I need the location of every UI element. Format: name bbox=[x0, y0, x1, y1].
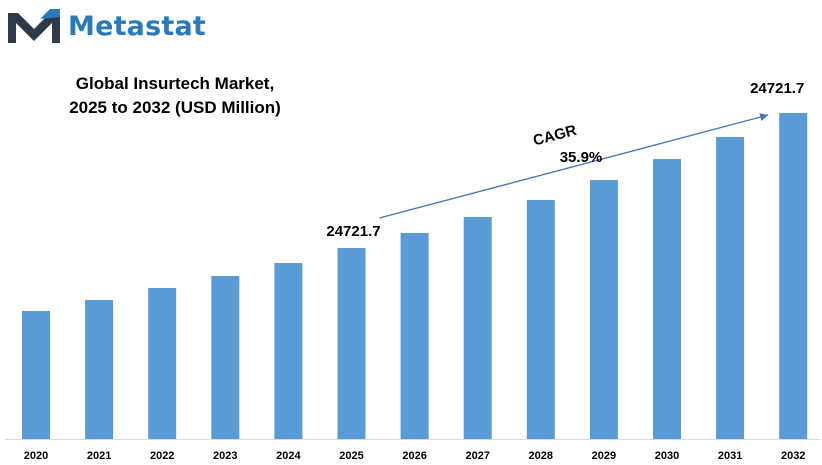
bar-2030 bbox=[653, 159, 681, 439]
x-tick-label-2025: 2025 bbox=[339, 450, 363, 462]
bar-2032 bbox=[779, 113, 808, 439]
bar-2031 bbox=[716, 137, 745, 439]
bar-2022 bbox=[148, 288, 177, 439]
cagr-arrow-head bbox=[759, 113, 769, 121]
chart-title-line-2: 2025 to 2032 (USD Million) bbox=[69, 98, 281, 117]
bar-2020 bbox=[22, 311, 50, 439]
bar-2029 bbox=[589, 180, 618, 439]
x-tick-label-2022: 2022 bbox=[150, 450, 174, 462]
metastat-logo-icon bbox=[8, 9, 60, 43]
cagr-label: CAGR bbox=[531, 122, 578, 150]
cagr-value-label: 35.9% bbox=[560, 149, 603, 166]
bar-2021 bbox=[85, 300, 114, 439]
bar-2025 bbox=[337, 248, 366, 439]
x-tick-label-2024: 2024 bbox=[276, 450, 301, 462]
cagr-arrow-line bbox=[379, 114, 769, 219]
x-tick-label-2023: 2023 bbox=[213, 450, 237, 462]
start-value-label: 24721.7 bbox=[326, 223, 380, 240]
chart-title: Global Insurtech Market, 2025 to 2032 (U… bbox=[40, 72, 310, 120]
x-tick-label-2026: 2026 bbox=[402, 450, 426, 462]
x-tick-label-2020: 2020 bbox=[24, 450, 48, 462]
end-value-label: 24721.7 bbox=[750, 80, 804, 97]
x-tick-label-2030: 2030 bbox=[655, 450, 679, 462]
x-tick-label-2031: 2031 bbox=[718, 450, 742, 462]
bar-2028 bbox=[526, 200, 555, 439]
x-tick-label-2028: 2028 bbox=[529, 450, 553, 462]
metastat-logo: Metastat bbox=[6, 6, 206, 46]
brand-name: Metastat bbox=[68, 10, 207, 42]
bar-2023 bbox=[211, 276, 240, 439]
chart-title-line-1: Global Insurtech Market, bbox=[75, 74, 275, 93]
x-tick-label-2032: 2032 bbox=[781, 450, 805, 462]
bar-2027 bbox=[463, 217, 492, 439]
x-tick-label-2029: 2029 bbox=[592, 450, 616, 462]
x-tick-label-2027: 2027 bbox=[465, 450, 489, 462]
x-tick-label-2021: 2021 bbox=[87, 450, 111, 462]
bar-2026 bbox=[400, 233, 429, 439]
bar-2024 bbox=[274, 263, 303, 439]
